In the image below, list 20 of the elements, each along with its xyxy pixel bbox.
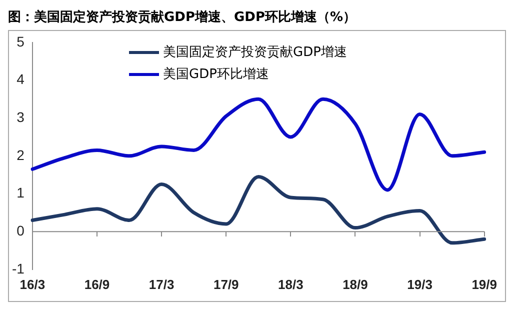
- x-tick-label: 18/9: [342, 276, 368, 292]
- x-tick-label: 18/3: [278, 276, 304, 292]
- y-tick-label: 1: [16, 184, 25, 201]
- x-tick-label: 17/9: [213, 276, 239, 292]
- x-tick-label: 16/9: [84, 276, 110, 292]
- x-tick-label: 17/3: [148, 276, 174, 292]
- x-tick-label: 19/9: [472, 276, 498, 292]
- y-tick-label: 0: [16, 222, 25, 238]
- x-tick-label: 19/3: [407, 276, 432, 292]
- chart-title: 图：美国固定资产投资贡献GDP增速、GDP环比增速（%）: [8, 8, 358, 26]
- legend-label: 美国GDP环比增速: [163, 66, 269, 83]
- x-tick-label: 16/3: [20, 276, 46, 292]
- line-series: [30, 174, 486, 245]
- y-tick-label: 2: [16, 146, 25, 163]
- y-tick-label: 4: [16, 71, 25, 88]
- y-tick-label: 5: [16, 33, 25, 50]
- line-series: [30, 97, 486, 192]
- legend-label: 美国固定资产投资贡献GDP增速: [163, 44, 347, 61]
- y-tick-label: 3: [16, 108, 25, 125]
- y-tick-label: -1: [12, 260, 25, 276]
